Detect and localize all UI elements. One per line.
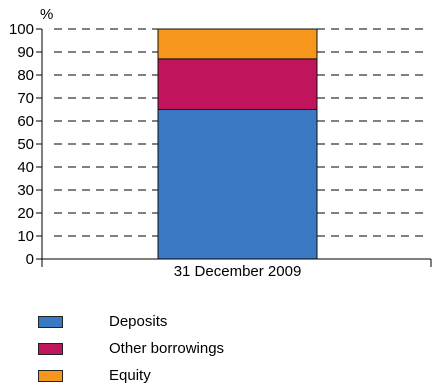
x-category-label: 31 December 2009 [174, 263, 302, 280]
legend-label-other-borrowings: Other borrowings [109, 340, 225, 357]
y-tick-label-30: 30 [17, 182, 34, 199]
y-tick-label-0: 0 [26, 251, 34, 268]
y-tick-label-20: 20 [17, 205, 34, 222]
y-axis-label: % [40, 6, 53, 23]
stacked-bar-chart: % 0 10 20 30 40 50 60 70 80 90 100 31 December 2009 [9, 6, 432, 280]
y-tick-label-80: 80 [17, 67, 34, 84]
y-tick-label-70: 70 [17, 90, 34, 107]
legend: Deposits Other borrowings Equity [38, 308, 224, 389]
bar-segment-deposits [157, 109, 318, 260]
legend-swatch-other-borrowings [38, 342, 63, 355]
legend-item-other-borrowings: Other borrowings [38, 335, 224, 362]
legend-swatch-equity [38, 369, 63, 382]
legend-label-deposits: Deposits [109, 313, 168, 330]
legend-item-deposits: Deposits [38, 308, 224, 335]
y-tick-label-60: 60 [17, 113, 34, 130]
bar-segment-other-borrowings [157, 58, 318, 110]
y-tick-label-50: 50 [17, 136, 34, 153]
y-tick-label-10: 10 [17, 228, 34, 245]
y-tick-label-90: 90 [17, 44, 34, 61]
legend-label-equity: Equity [109, 367, 151, 384]
bar-segment-equity [157, 28, 318, 60]
legend-item-equity: Equity [38, 362, 224, 389]
y-tick-label-40: 40 [17, 159, 34, 176]
y-tick-label-100: 100 [9, 21, 34, 38]
legend-swatch-deposits [38, 315, 63, 328]
